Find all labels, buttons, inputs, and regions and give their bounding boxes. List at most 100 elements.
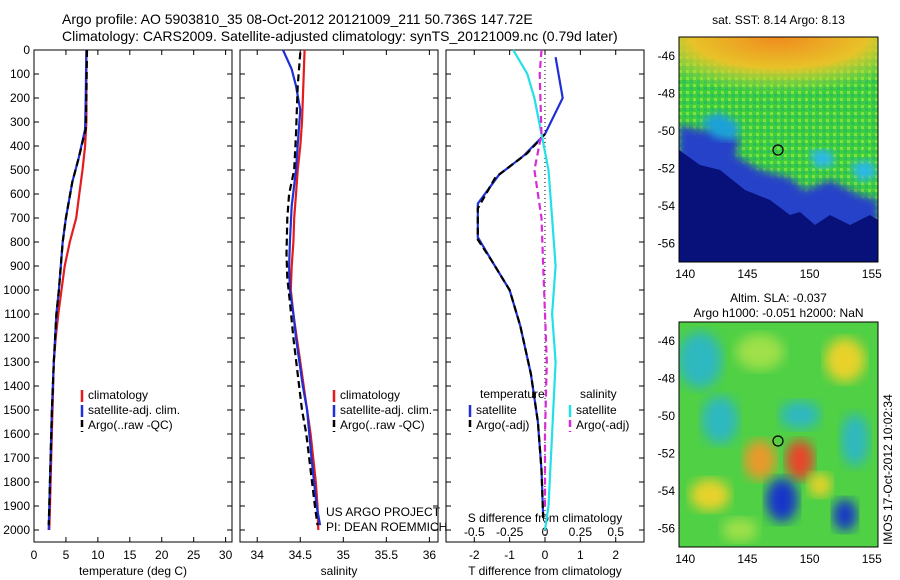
x-tick-label: 35.5 — [375, 548, 399, 562]
y-tick-label: 400 — [10, 139, 30, 153]
y-tick-label: 1000 — [3, 283, 30, 297]
y-tick-label: 2000 — [3, 523, 30, 537]
map-y-tick-label: -48 — [658, 371, 676, 385]
s-tick-label: -0.5 — [464, 525, 485, 539]
map-x-tick-label: 140 — [675, 552, 695, 566]
x-axis-label: T difference from climatology — [468, 564, 622, 578]
profile-panel-frame — [33, 49, 233, 543]
credit-line-2: PI: DEAN ROEMMICH — [326, 520, 447, 534]
s-tick-label: 0 — [542, 525, 549, 539]
y-tick-label: 1200 — [3, 331, 30, 345]
legend-label: satellite — [476, 403, 517, 417]
x-axis-label: temperature (deg C) — [79, 564, 187, 578]
series-line-argo-raw-qc- — [47, 49, 89, 526]
y-tick-label: 0 — [23, 43, 30, 57]
s-tick-label: 0.25 — [569, 525, 593, 539]
x-tick-label: 34 — [251, 548, 265, 562]
series-line-argo-raw-qc- — [285, 52, 319, 526]
legend-label: climatology — [88, 388, 148, 402]
s-tick-label: 0.5 — [607, 525, 624, 539]
x-tick-label: 0 — [31, 548, 38, 562]
x-tick-label: 20 — [155, 548, 169, 562]
x-tick-label: -1 — [504, 548, 515, 562]
map-x-tick-label: 155 — [862, 552, 882, 566]
y-tick-label: 100 — [10, 67, 30, 81]
y-tick-label: 600 — [10, 187, 30, 201]
x-tick-label: 5 — [63, 548, 70, 562]
profile-panel-frame — [239, 49, 439, 543]
y-tick-label: 900 — [10, 259, 30, 273]
legend-label: Argo(..raw -QC) — [88, 418, 173, 432]
sla-map — [678, 321, 879, 548]
x-tick-label: 36 — [423, 548, 437, 562]
x-tick-label: 2 — [612, 548, 619, 562]
map-y-tick-label: -54 — [658, 484, 676, 498]
map-y-tick-label: -56 — [658, 236, 676, 250]
y-tick-label: 1900 — [3, 499, 30, 513]
s-tick-label: -0.25 — [496, 525, 524, 539]
sst-map — [678, 36, 879, 263]
map-subtitle: Argo h1000: -0.051 h2000: NaN — [693, 306, 863, 320]
x-tick-label: 35 — [337, 548, 351, 562]
title-line-1: Argo profile: AO 5903810_35 08-Oct-2012 … — [62, 11, 533, 27]
y-tick-label: 200 — [10, 91, 30, 105]
legend-label: Argo(..raw -QC) — [340, 418, 425, 432]
title-line-2: Climatology: CARS2009. Satellite-adjuste… — [62, 28, 618, 44]
x-tick-label: 15 — [123, 548, 137, 562]
y-tick-label: 700 — [10, 211, 30, 225]
legend-label: Argo(-adj) — [476, 418, 529, 432]
map-y-tick-label: -48 — [658, 86, 676, 100]
x-axis-label: salinity — [321, 564, 358, 578]
legend-label: satellite — [576, 403, 617, 417]
legend-label: climatology — [340, 388, 400, 402]
map-y-tick-label: -50 — [658, 409, 676, 423]
series-line-satellite — [512, 49, 557, 531]
map-y-tick-label: -46 — [658, 334, 676, 348]
map-y-tick-label: -52 — [658, 446, 676, 460]
timestamp-stamp: IMOS 17-Oct-2012 10:02:34 — [881, 394, 895, 545]
argo-location-marker — [772, 435, 784, 447]
y-tick-label: 1800 — [3, 475, 30, 489]
y-tick-label: 1500 — [3, 403, 30, 417]
y-tick-label: 1700 — [3, 451, 30, 465]
map-y-tick-label: -46 — [658, 49, 676, 63]
y-tick-label: 800 — [10, 235, 30, 249]
y-tick-label: 1100 — [4, 307, 30, 321]
map-title: Altim. SLA: -0.037 — [730, 291, 827, 305]
y-tick-label: 500 — [10, 163, 30, 177]
x-tick-label: -2 — [469, 548, 480, 562]
y-tick-label: 1600 — [3, 427, 30, 441]
map-y-tick-label: -50 — [658, 124, 676, 138]
series-line-satellite-adj-clim- — [281, 49, 322, 526]
y-tick-label: 1400 — [3, 379, 30, 393]
x-tick-label: 1 — [577, 548, 584, 562]
map-x-tick-label: 155 — [862, 267, 882, 281]
s-axis-label: S difference from climatology — [468, 511, 623, 525]
argo-location-marker — [772, 144, 784, 156]
map-x-tick-label: 140 — [675, 267, 695, 281]
map-y-tick-label: -54 — [658, 199, 676, 213]
x-tick-label: 0 — [542, 548, 549, 562]
series-line-argo-adj- — [476, 133, 546, 519]
x-tick-label: 34.5 — [289, 548, 313, 562]
legend-title: temperature — [480, 387, 545, 401]
map-x-tick-label: 145 — [737, 267, 757, 281]
map-x-tick-label: 145 — [737, 552, 757, 566]
x-tick-label: 10 — [91, 548, 105, 562]
credit-line-1: US ARGO PROJECT — [326, 505, 441, 519]
map-title: sat. SST: 8.14 Argo: 8.13 — [712, 13, 845, 27]
map-y-tick-label: -52 — [658, 161, 676, 175]
map-x-tick-label: 150 — [800, 552, 820, 566]
legend-label: Argo(-adj) — [576, 418, 629, 432]
legend-label: satellite-adj. clim. — [88, 403, 180, 417]
legend-title: salinity — [580, 387, 617, 401]
x-tick-label: 30 — [219, 548, 233, 562]
x-tick-label: 25 — [187, 548, 201, 562]
series-line-argo-adj- — [533, 49, 548, 506]
map-y-tick-label: -56 — [658, 521, 676, 535]
y-tick-label: 1300 — [3, 355, 30, 369]
legend-label: satellite-adj. clim. — [340, 403, 432, 417]
map-x-tick-label: 150 — [800, 267, 820, 281]
y-tick-label: 300 — [10, 115, 30, 129]
